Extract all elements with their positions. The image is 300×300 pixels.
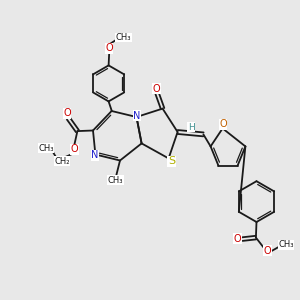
Text: O: O bbox=[219, 119, 227, 129]
Text: H: H bbox=[188, 123, 194, 132]
Text: N: N bbox=[91, 150, 98, 160]
Text: O: O bbox=[153, 83, 160, 94]
Text: O: O bbox=[233, 233, 241, 244]
Text: S: S bbox=[168, 156, 175, 167]
Text: CH₃: CH₃ bbox=[278, 240, 294, 249]
Text: O: O bbox=[105, 43, 113, 53]
Text: O: O bbox=[63, 108, 71, 118]
Text: CH₃: CH₃ bbox=[38, 144, 54, 153]
Text: CH₃: CH₃ bbox=[116, 33, 131, 42]
Text: CH₂: CH₂ bbox=[54, 157, 70, 166]
Text: N: N bbox=[133, 110, 140, 121]
Text: CH₃: CH₃ bbox=[108, 176, 123, 185]
Text: O: O bbox=[263, 245, 271, 256]
Text: O: O bbox=[71, 144, 79, 154]
